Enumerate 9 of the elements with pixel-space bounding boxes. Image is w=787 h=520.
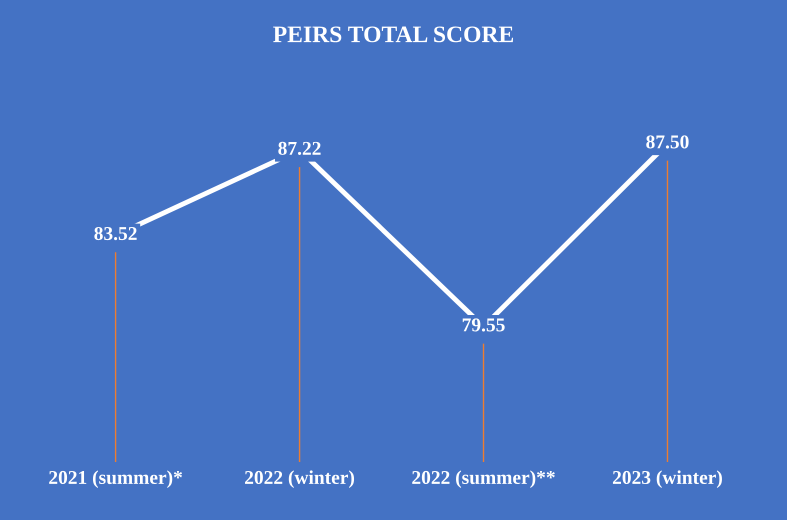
data-label: 83.52 bbox=[94, 226, 137, 240]
chart-title: PEIRS TOTAL SCORE bbox=[273, 26, 514, 42]
x-tick-label: 2021 (summer)* bbox=[49, 470, 182, 488]
x-tick-label: 2022 (summer)** bbox=[412, 470, 555, 488]
data-label: 87.22 bbox=[278, 142, 321, 155]
data-label: 79.55 bbox=[462, 318, 505, 332]
data-label: 87.50 bbox=[646, 135, 689, 149]
x-tick-label: 2023 (winter) bbox=[612, 470, 722, 488]
x-tick-label: 2022 (winter) bbox=[245, 470, 354, 488]
